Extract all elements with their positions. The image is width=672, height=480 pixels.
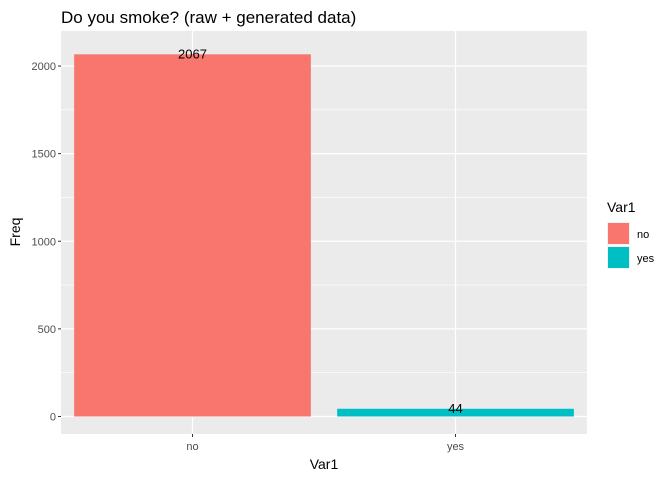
y-tick-label: 0 xyxy=(50,411,56,423)
legend-label-yes: yes xyxy=(637,253,655,265)
data-labels: 2067 44 xyxy=(178,46,463,415)
x-axis-title: Var1 xyxy=(310,456,339,472)
y-tick-label: 2000 xyxy=(32,61,56,73)
data-label-no: 2067 xyxy=(178,46,207,61)
data-label-yes: 44 xyxy=(448,401,462,416)
legend: Var1 no yes xyxy=(607,199,655,269)
legend-label-no: no xyxy=(637,229,649,241)
chart-title: Do you smoke? (raw + generated data) xyxy=(61,8,356,27)
y-tick-label: 1000 xyxy=(32,236,56,248)
x-axis-ticks: no yes xyxy=(186,434,465,453)
bar-no xyxy=(74,54,311,417)
bars xyxy=(74,54,574,417)
y-tick-label: 1500 xyxy=(32,149,56,161)
y-tick-label: 500 xyxy=(38,324,56,336)
bar-yes xyxy=(337,408,574,417)
y-axis-ticks: 0 500 1000 1500 2000 xyxy=(32,61,61,423)
legend-entries: no yes xyxy=(607,222,655,269)
y-axis-title: Freq xyxy=(7,218,23,247)
legend-swatch-no xyxy=(608,223,629,244)
legend-title: Var1 xyxy=(607,199,636,215)
x-tick-label: yes xyxy=(447,441,465,453)
legend-swatch-yes xyxy=(608,247,629,268)
x-tick-label: no xyxy=(186,441,198,453)
